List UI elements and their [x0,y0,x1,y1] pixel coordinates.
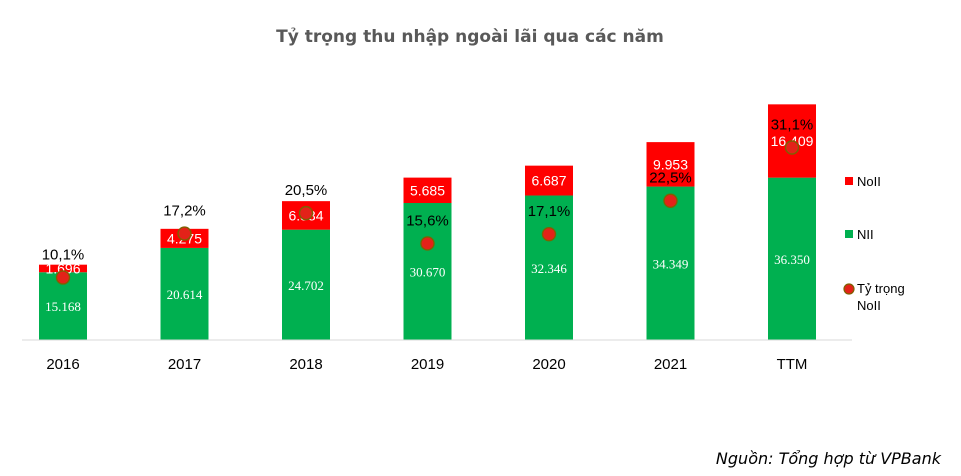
x-tick-2017: 2017 [168,356,201,373]
bar-nii-2021 [646,186,695,340]
ratio-marker-2020 [541,226,557,242]
x-tick-TTM: TTM [777,356,808,373]
ratio-label-TTM: 31,1% [771,117,814,134]
bar-nii-2017 [160,247,209,340]
ratio-label-2020: 17,1% [528,203,571,220]
chart-title: Tỷ trọng thu nhập ngoài lãi qua các năm [276,27,664,47]
data-label-noii-2021: 9.953 [653,156,688,172]
x-tick-2020: 2020 [532,356,565,373]
ratio-marker-2016 [55,270,71,285]
data-label-noii-2019: 5.685 [410,182,445,198]
data-label-nii-TTM: 36.350 [774,252,810,267]
ratio-label-2018: 20,5% [285,182,328,199]
bar-noii-2016 [39,264,87,273]
ratio-marker-TTM [784,140,800,155]
ratio-label-2019: 15,6% [406,212,449,229]
legend-label-noii: NoII [857,174,881,189]
ratio-marker-2018 [298,205,314,221]
bar-nii-TTM [768,177,816,340]
x-tick-labels: 2016 2017 2018 2019 2020 2021 TTM [46,356,807,373]
data-label-nii-2017: 20.614 [167,287,203,302]
legend-swatch-noii [845,177,853,185]
bar-noii-2019 [403,177,452,204]
data-label-nii-2020: 32.346 [531,261,567,276]
ratio-marker-2017 [177,226,192,241]
source-note: Nguồn: Tổng hợp từ VPBank [715,449,941,468]
legend-label-nii: NII [857,227,874,242]
x-tick-2018: 2018 [289,356,322,373]
ratio-markers-group: 10,1% 17,2% 20,5% 15,6% 17,1% 22,5% 31,1% [42,117,814,285]
legend: NoII NII Tỷ trọng NoII [843,174,905,313]
bar-nii-2018 [282,229,330,340]
ratio-label-2017: 17,2% [163,203,206,220]
data-label-nii-2016: 15.168 [45,299,81,314]
legend-label-ratio-line1: Tỷ trọng [857,281,905,296]
data-label-nii-2021: 34.349 [653,256,689,271]
x-tick-2021: 2021 [654,356,687,373]
ratio-label-2016: 10,1% [42,246,85,263]
data-label-nii-2018: 24.702 [288,278,324,293]
ratio-label-2021: 22,5% [649,170,692,187]
legend-label-ratio-line2: NoII [857,298,881,313]
bar-noii-2020 [525,165,573,196]
x-tick-2019: 2019 [411,356,444,373]
data-label-noii-2016: 1.696 [45,260,80,276]
bar-noii-2021 [646,142,695,187]
ratio-marker-2019 [420,236,435,251]
legend-marker-ratio [843,283,855,295]
bars-group: 15.1681.69620.6144.27524.7026.38430.6705… [39,104,816,340]
x-tick-2016: 2016 [46,356,79,373]
data-label-nii-2019: 30.670 [410,265,446,280]
legend-swatch-nii [845,230,853,238]
bar-nii-2020 [525,195,573,340]
ratio-marker-2021 [663,193,678,208]
bar-nii-2019 [403,203,452,340]
data-label-noii-2020: 6.687 [531,173,566,189]
